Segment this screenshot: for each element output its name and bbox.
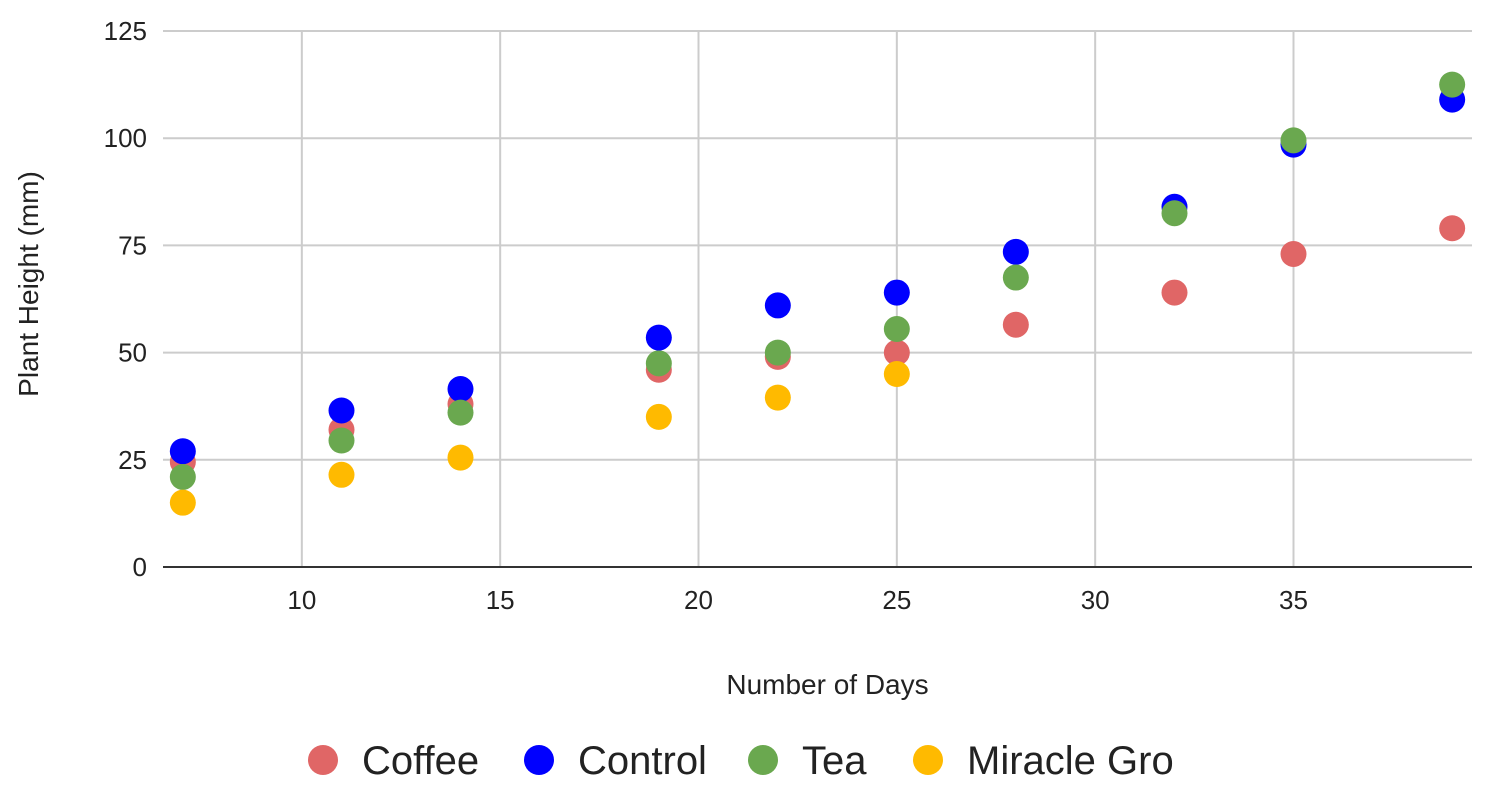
point-tea xyxy=(883,316,910,343)
y-tick-label: 0 xyxy=(133,552,147,582)
x-tick-label: 15 xyxy=(486,585,515,615)
point-tea xyxy=(1280,127,1307,154)
point-miracle-gro xyxy=(883,361,910,388)
data-points xyxy=(169,71,1466,516)
point-tea xyxy=(1439,71,1466,98)
point-control xyxy=(764,292,791,319)
point-miracle-gro xyxy=(645,403,672,430)
y-tick-label: 100 xyxy=(104,123,147,153)
legend-label: Coffee xyxy=(362,739,479,783)
point-miracle-gro xyxy=(764,384,791,411)
x-tick-label: 10 xyxy=(287,585,316,615)
legend-label: Miracle Gro xyxy=(967,739,1174,783)
y-tick-label: 25 xyxy=(118,445,147,475)
point-tea xyxy=(447,399,474,426)
x-tick-label: 20 xyxy=(684,585,713,615)
x-tick-label: 30 xyxy=(1081,585,1110,615)
x-tick-label: 25 xyxy=(882,585,911,615)
point-control xyxy=(447,376,474,403)
legend-marker xyxy=(308,745,338,775)
point-control xyxy=(883,279,910,306)
point-control xyxy=(169,438,196,465)
point-coffee xyxy=(1002,311,1029,338)
x-axis-title: Number of Days xyxy=(726,669,928,700)
legend: Coffee Control Tea Miracle Gro xyxy=(308,739,1174,783)
legend-label: Control xyxy=(578,739,707,783)
legend-item-miracle-gro: Miracle Gro xyxy=(913,739,1174,783)
point-tea xyxy=(764,339,791,366)
point-coffee xyxy=(1439,215,1466,242)
grid-lines xyxy=(163,30,1472,567)
point-coffee xyxy=(1280,240,1307,267)
point-miracle-gro xyxy=(169,489,196,516)
y-axis-title: Plant Height (mm) xyxy=(13,171,44,397)
point-coffee xyxy=(1161,279,1188,306)
y-tick-label: 125 xyxy=(104,16,147,46)
point-miracle-gro xyxy=(328,461,355,488)
legend-item-coffee: Coffee xyxy=(308,739,479,783)
x-tick-label: 35 xyxy=(1279,585,1308,615)
point-control xyxy=(1002,238,1029,265)
y-tick-label: 50 xyxy=(118,338,147,368)
legend-marker xyxy=(524,745,554,775)
legend-item-control: Control xyxy=(524,739,707,783)
point-control xyxy=(328,397,355,424)
legend-marker xyxy=(913,745,943,775)
point-tea xyxy=(1002,264,1029,291)
y-tick-label: 75 xyxy=(118,230,147,260)
legend-item-tea: Tea xyxy=(748,739,867,783)
point-tea xyxy=(1161,200,1188,227)
legend-label: Tea xyxy=(802,739,867,783)
legend-marker xyxy=(748,745,778,775)
point-miracle-gro xyxy=(447,444,474,471)
point-tea xyxy=(328,427,355,454)
point-control xyxy=(645,324,672,351)
point-tea xyxy=(645,350,672,377)
point-tea xyxy=(169,463,196,490)
point-coffee xyxy=(883,339,910,366)
tick-labels: 0 25 50 75 100 125 10 15 20 25 30 35 xyxy=(104,16,1308,615)
